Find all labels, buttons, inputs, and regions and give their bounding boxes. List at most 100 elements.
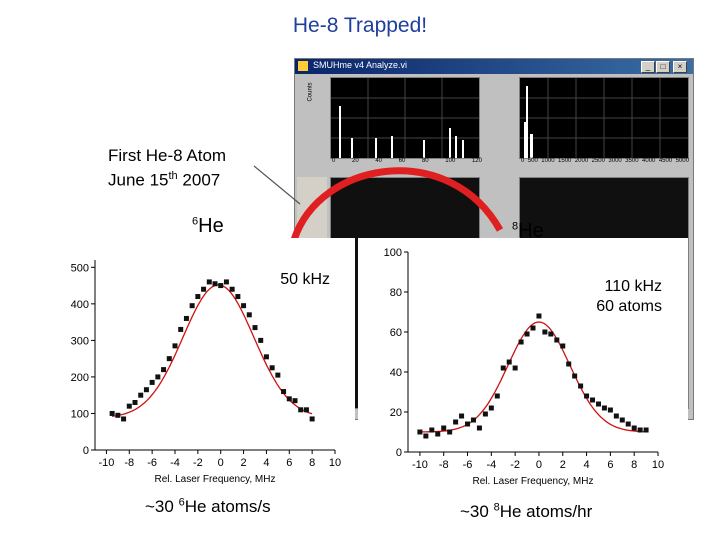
y-tick-label: 0: [83, 445, 89, 457]
tick-label: 500: [527, 158, 538, 164]
data-point: [453, 419, 459, 425]
x-axis-label: Rel. Laser Frequency, MHz: [155, 474, 276, 485]
x-tick-label: -4: [486, 459, 496, 471]
data-point: [613, 413, 619, 419]
panel2-xticks: 0 500 1000 1500 2000 2500 3000 3500 4000…: [521, 158, 689, 164]
minimize-button[interactable]: _: [641, 61, 655, 73]
y-tick-label: 80: [390, 287, 402, 299]
maximize-button[interactable]: □: [656, 61, 670, 73]
x-tick-label: 2: [560, 459, 566, 471]
data-point: [465, 421, 471, 427]
data-point: [506, 359, 512, 365]
data-point: [637, 427, 643, 433]
data-point: [500, 365, 506, 371]
right-isotope-label: 8He: [512, 220, 544, 243]
right-rate-prefix: ~30: [460, 502, 494, 521]
data-point: [590, 397, 596, 403]
close-button[interactable]: ×: [673, 61, 687, 73]
right-element: He: [518, 220, 544, 242]
data-point: [218, 283, 224, 289]
left-rate-sup: 6: [178, 496, 185, 509]
data-point: [625, 421, 631, 427]
data-point: [459, 413, 465, 419]
tick-label: 0: [332, 158, 336, 164]
data-point: [488, 405, 494, 411]
data-point: [470, 417, 476, 423]
data-point: [524, 331, 530, 337]
left-rate-prefix: ~30: [145, 497, 179, 516]
data-point: [252, 325, 258, 331]
data-point: [235, 294, 241, 300]
tick-label: 60: [398, 158, 406, 164]
left-linewidth-note: 50 kHz: [280, 271, 330, 288]
data-point: [298, 407, 304, 413]
slide-title: He-8 Trapped!: [292, 14, 428, 37]
data-point: [584, 393, 590, 399]
data-point: [530, 325, 536, 331]
pointer-line: [253, 165, 301, 205]
window-title: SMUHme v4 Analyze.vi: [313, 60, 408, 70]
data-point: [212, 281, 218, 287]
x-tick-label: -4: [170, 457, 180, 469]
data-point: [195, 294, 201, 300]
data-point: [441, 425, 447, 431]
left-isotope-label: 6He: [192, 215, 224, 238]
x-tick-label: -8: [124, 457, 134, 469]
counts-ylabel: Counts: [307, 82, 314, 102]
tick-label: 4500: [658, 158, 673, 164]
x-tick-label: 4: [584, 459, 590, 471]
y-tick-label: 400: [71, 299, 89, 311]
right-linewidth-note: 110 kHz 60 atoms: [560, 277, 662, 317]
tick-label: 2000: [574, 158, 589, 164]
data-point: [578, 383, 584, 389]
data-point: [286, 396, 292, 402]
right-note-line1: 110 kHz: [604, 278, 662, 295]
left-element: He: [198, 215, 224, 237]
data-point: [518, 339, 524, 345]
data-point: [566, 361, 572, 367]
data-point: [126, 403, 132, 409]
window-titlebar: SMUHme v4 Analyze.vi _ □ ×: [295, 59, 693, 74]
data-point: [607, 407, 613, 413]
counts-histogram-right: [520, 78, 688, 158]
data-point: [178, 326, 184, 332]
tick-label: 1000: [541, 158, 555, 164]
panel1-xticks: 0 20 40 60 80 100 120: [332, 158, 482, 164]
data-point: [115, 412, 121, 418]
data-point: [241, 303, 247, 309]
data-point: [601, 405, 607, 411]
x-tick-label: -8: [439, 459, 449, 471]
x-tick-label: -10: [98, 457, 114, 469]
x-tick-label: 0: [218, 457, 224, 469]
data-point: [166, 356, 172, 362]
data-point: [554, 337, 560, 343]
right-rate-suffix: He atoms/hr: [499, 502, 593, 521]
data-point: [269, 365, 275, 371]
data-point: [631, 425, 637, 431]
x-tick-label: 2: [241, 457, 247, 469]
y-tick-label: 20: [390, 407, 402, 419]
left-rate-label: ~30 6He atoms/s: [145, 497, 271, 517]
data-point: [417, 429, 423, 435]
caption-date: June 15: [108, 170, 169, 190]
left-plot-bg: [55, 238, 355, 468]
x-axis-label: Rel. Laser Frequency, MHz: [473, 476, 594, 487]
fit-curve: [419, 321, 647, 433]
tick-label: 120: [471, 158, 482, 164]
data-point: [223, 279, 229, 285]
data-point: [542, 329, 548, 335]
data-point: [172, 343, 178, 349]
app-icon: [298, 61, 308, 71]
counts-panel-right: [519, 77, 689, 159]
data-point: [595, 401, 601, 407]
y-tick-label: 60: [390, 327, 402, 339]
x-tick-label: 6: [286, 457, 292, 469]
x-tick-label: 10: [329, 457, 341, 469]
y-tick-label: 500: [71, 262, 89, 274]
caption-line2: June 15th 2007: [108, 166, 226, 191]
data-point: [281, 389, 287, 395]
data-point: [109, 410, 115, 416]
x-tick-label: 10: [652, 459, 664, 471]
tick-label: 3500: [625, 158, 639, 164]
